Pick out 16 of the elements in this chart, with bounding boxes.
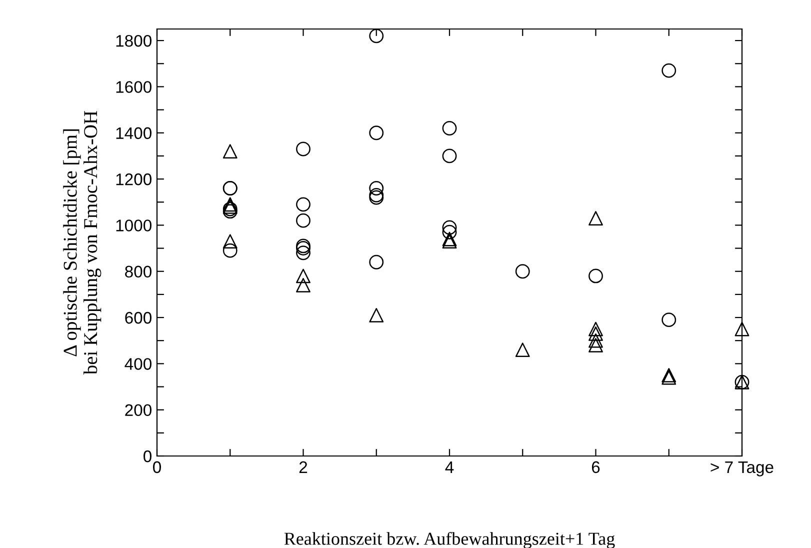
y-tick-label: 1200	[116, 173, 152, 186]
x-tick-label: 0	[153, 461, 161, 474]
y-tick-label: 1400	[116, 127, 152, 140]
x-tick-label: 2	[299, 461, 308, 473]
y-tick-label: 200	[125, 404, 152, 416]
y-tick-label: 400	[124, 358, 152, 370]
y-tick-label: 1800	[116, 34, 152, 47]
y-tick-label: 0	[144, 450, 152, 462]
y-tick-label: 600	[125, 312, 152, 324]
x-tick-label: > 7 Tage	[710, 461, 774, 476]
x-tick-label: 6	[592, 461, 600, 474]
y-axis-title: Δ optische Schichtdicke [pm] bei Kupplung von Fmoc-Ahx-OH	[63, 111, 102, 375]
y-tick-label: 800	[125, 266, 152, 278]
x-tick-label: 4	[445, 461, 454, 473]
y-tick-label: 1000	[116, 220, 152, 232]
y-tick-label: 1600	[116, 81, 152, 93]
